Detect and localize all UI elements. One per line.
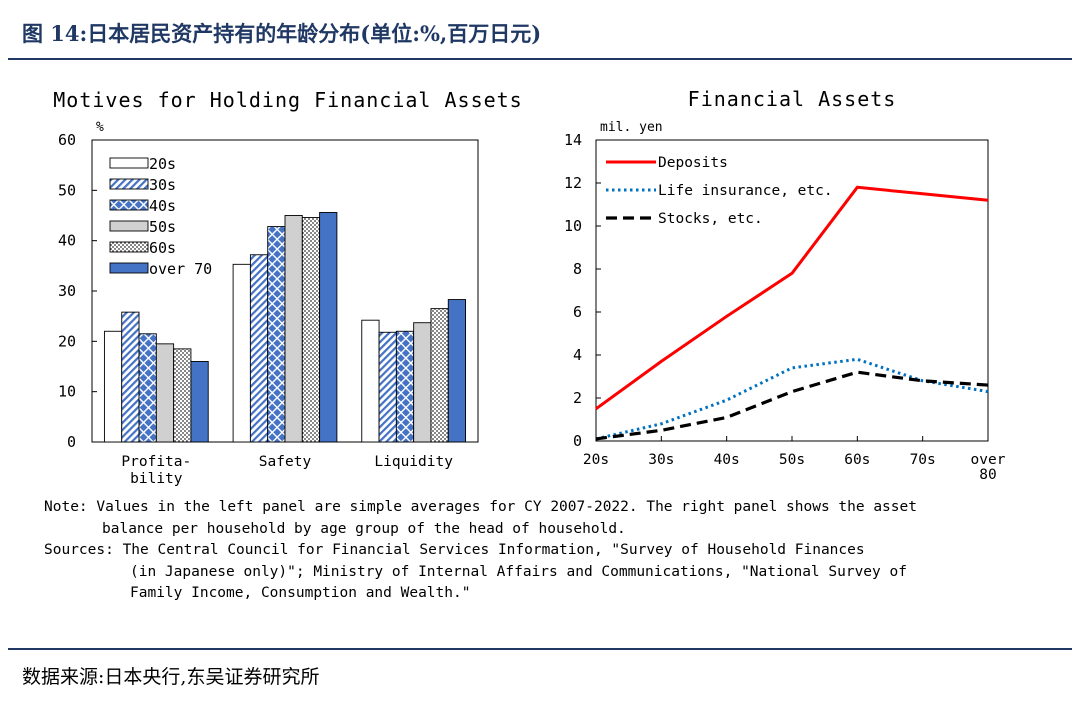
right-y-tick-label: 0	[573, 432, 582, 450]
bar-over-70-0	[190, 361, 209, 443]
bar-60s-1	[301, 217, 321, 443]
series-line-stocks-etc-	[595, 370, 989, 441]
legend-swatch-50s	[109, 220, 149, 232]
bar-30s-2	[378, 331, 397, 443]
right-y-tick-label: 6	[573, 303, 582, 321]
bar-60s-2	[430, 308, 449, 443]
bar-40s-1	[267, 226, 286, 443]
right-y-tick-label: 2	[573, 389, 582, 407]
data-source: 数据来源:日本央行,东吴证券研究所	[22, 666, 320, 688]
left-y-tick-label: 0	[67, 433, 76, 451]
legend-swatch-20s	[109, 157, 149, 169]
left-y-tick-label: 50	[58, 181, 76, 199]
note-line: balance per household by age group of th…	[102, 520, 626, 537]
left-legend: 20s 30s 40s 50s 60s over 70	[109, 155, 212, 278]
legend-swatch-40s	[109, 199, 149, 211]
left-x-tick-label: Profita-	[121, 454, 191, 470]
left-x-tick-label: bility	[130, 471, 183, 487]
legend-swatch-over-70	[109, 262, 149, 274]
bar-20s-0	[103, 330, 123, 443]
bottom-rule	[8, 648, 1072, 650]
right-chart-title: Financial Assets	[688, 87, 897, 111]
sources-line: (in Japanese only)"; Ministry of Interna…	[130, 563, 907, 580]
right-x-tick-label: 80	[979, 467, 996, 483]
left-y-unit: %	[96, 120, 104, 135]
bar-20s-2	[361, 319, 380, 443]
sources-line: Family Income, Consumption and Wealth."	[130, 585, 471, 601]
series-line-life-insurance-etc-	[595, 357, 989, 441]
legend-label: 60s	[149, 239, 176, 257]
legend-label: 40s	[149, 197, 176, 215]
legend-label: Stocks, etc.	[658, 211, 763, 227]
right-x-tick-label: 60s	[844, 452, 870, 468]
right-x-tick-label: 20s	[583, 452, 609, 468]
legend-label: Life insurance, etc.	[658, 183, 833, 199]
left-y-tick-label: 10	[58, 383, 76, 401]
bar-20s-1	[232, 263, 251, 443]
top-rule	[8, 58, 1072, 60]
left-axis: 0 10 20 30 40 50 60 Profita-bility Safety Liquidi…	[58, 131, 453, 487]
left-chart-title: Motives for Holding Financial Assets	[53, 88, 522, 112]
note-line: Note: Values in the left panel are simpl…	[44, 499, 917, 515]
left-y-tick-label: 30	[58, 282, 76, 300]
bar-50s-0	[155, 343, 175, 443]
right-legend: Deposits Life insurance, etc. Stocks, etc.	[606, 155, 833, 227]
bar-50s-2	[413, 322, 432, 443]
bar-40s-0	[138, 333, 157, 443]
left-x-tick-label: Safety	[259, 454, 312, 470]
left-y-tick-label: 60	[58, 131, 76, 149]
right-x-tick-label: 40s	[714, 452, 740, 468]
legend-label: 20s	[149, 155, 176, 173]
legend-label: Deposits	[658, 155, 728, 171]
right-y-tick-label: 4	[573, 346, 582, 364]
chart-notes: Note: Values in the left panel are simpl…	[44, 497, 1044, 605]
legend-swatch-30s	[109, 178, 149, 190]
bar-50s-1	[284, 215, 303, 443]
figure-title: 图 14:日本居民资产持有的年龄分布(单位:%,百万日元)	[22, 21, 542, 46]
right-y-tick-label: 14	[564, 131, 582, 149]
legend-label: 50s	[149, 218, 176, 236]
right-x-tick-label: over	[971, 452, 1006, 468]
charts-canvas: Motives for Holding Financial Assets % 0…	[53, 87, 1006, 487]
series-line-deposits	[595, 185, 989, 411]
left-y-tick-label: 40	[58, 232, 76, 250]
legend-label: 30s	[149, 176, 176, 194]
right-y-tick-label: 10	[564, 217, 582, 235]
right-x-tick-label: 70s	[910, 452, 936, 468]
left-bars	[103, 212, 467, 443]
bar-30s-1	[249, 254, 269, 443]
right-y-tick-label: 8	[573, 260, 582, 278]
legend-swatch-60s	[109, 241, 149, 253]
right-y-tick-label: 12	[564, 174, 582, 192]
legend-label: over 70	[149, 260, 212, 278]
right-x-tick-label: 50s	[779, 452, 805, 468]
bar-over-70-2	[447, 299, 467, 443]
bar-30s-0	[121, 311, 140, 443]
bar-over-70-1	[319, 212, 338, 443]
right-lines	[595, 185, 989, 441]
sources-line: Sources: The Central Council for Financi…	[44, 542, 865, 558]
left-x-tick-label: Liquidity	[374, 454, 453, 470]
bar-60s-0	[173, 348, 192, 443]
left-y-tick-label: 20	[58, 332, 76, 350]
right-x-tick-label: 30s	[648, 452, 674, 468]
bar-40s-2	[395, 330, 415, 443]
right-y-unit: mil. yen	[600, 120, 663, 135]
